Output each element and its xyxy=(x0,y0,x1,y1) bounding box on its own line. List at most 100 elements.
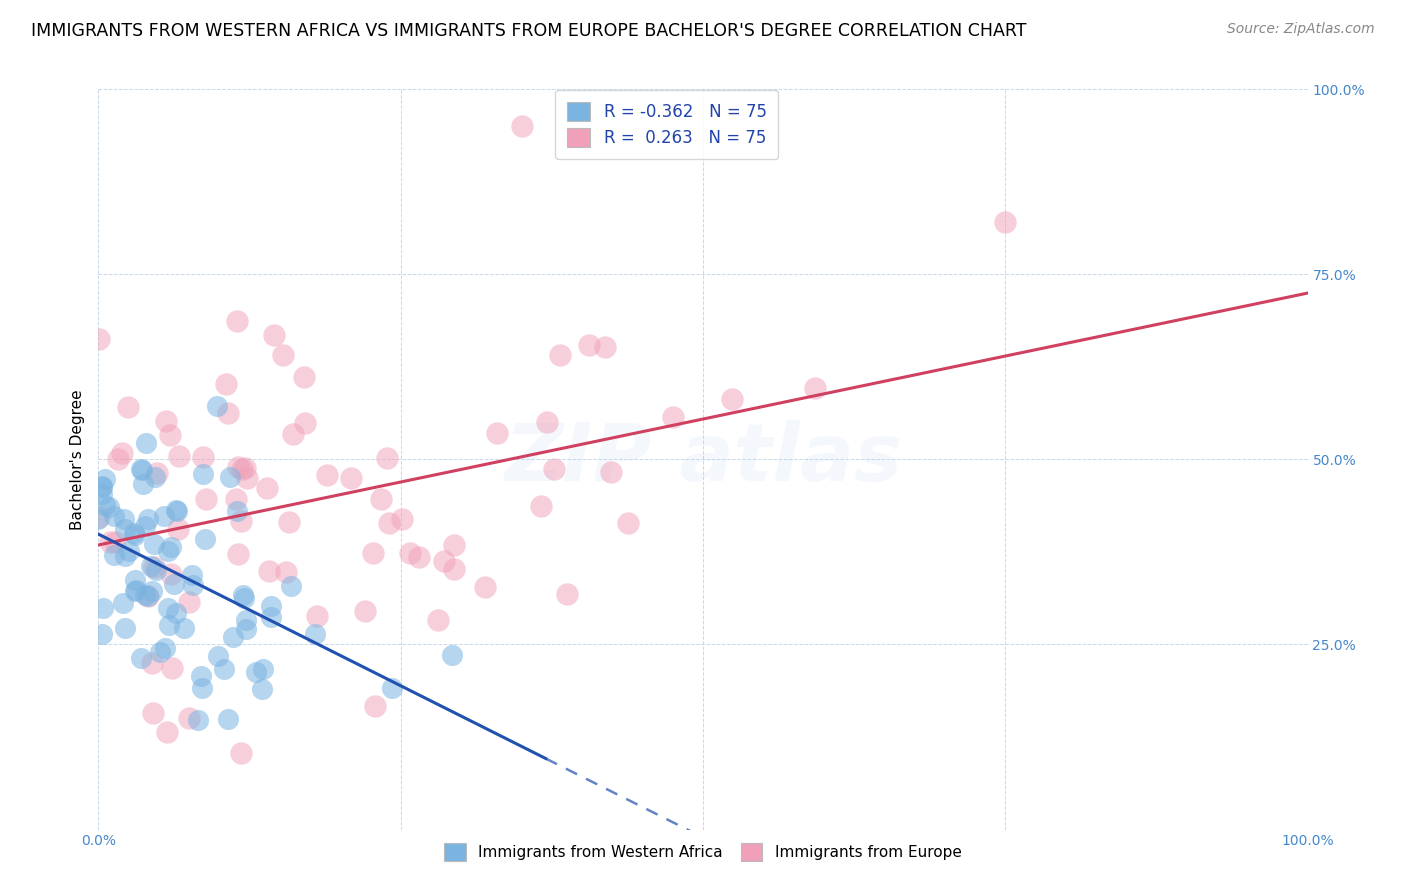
Point xyxy=(103,509,125,524)
Point xyxy=(145,563,167,577)
Point xyxy=(474,580,496,594)
Point xyxy=(443,562,465,576)
Point xyxy=(89,332,111,346)
Point xyxy=(122,526,145,541)
Point xyxy=(226,548,249,562)
Point xyxy=(118,543,141,558)
Point xyxy=(167,450,190,464)
Point xyxy=(87,510,110,524)
Point xyxy=(136,589,159,603)
Y-axis label: Bachelor's Degree: Bachelor's Degree xyxy=(70,389,86,530)
Point xyxy=(217,712,239,726)
Point xyxy=(578,337,600,351)
Point xyxy=(142,537,165,551)
Point xyxy=(131,462,153,476)
Point xyxy=(155,641,177,656)
Point xyxy=(214,377,236,392)
Point xyxy=(124,573,146,587)
Point xyxy=(193,532,215,546)
Point xyxy=(212,662,235,676)
Point xyxy=(245,665,267,679)
Point xyxy=(316,467,339,482)
Point xyxy=(377,516,399,530)
Point xyxy=(231,746,253,760)
Point xyxy=(225,504,247,518)
Point xyxy=(225,491,247,506)
Point xyxy=(278,515,301,529)
Point xyxy=(143,560,166,574)
Point xyxy=(231,462,253,476)
Point xyxy=(156,724,179,739)
Point xyxy=(235,622,257,636)
Point xyxy=(163,576,186,591)
Point xyxy=(530,500,553,514)
Point xyxy=(235,471,257,485)
Point xyxy=(141,656,163,670)
Point xyxy=(232,588,254,602)
Point xyxy=(98,534,121,549)
Point xyxy=(93,472,115,486)
Point xyxy=(661,410,683,425)
Point xyxy=(229,514,252,528)
Point xyxy=(391,512,413,526)
Point xyxy=(307,609,329,624)
Point xyxy=(124,584,146,599)
Point xyxy=(87,511,110,525)
Point xyxy=(181,568,204,582)
Point xyxy=(205,399,228,413)
Point xyxy=(381,681,404,695)
Point xyxy=(593,340,616,354)
Point xyxy=(103,548,125,562)
Point xyxy=(283,426,305,441)
Point xyxy=(90,627,112,641)
Point xyxy=(112,596,135,610)
Point xyxy=(340,471,363,485)
Point xyxy=(433,554,456,568)
Point xyxy=(361,546,384,560)
Point xyxy=(91,600,114,615)
Point xyxy=(222,630,245,644)
Point xyxy=(804,381,827,395)
Point xyxy=(193,467,215,481)
Point xyxy=(167,522,190,536)
Point xyxy=(157,618,180,632)
Point xyxy=(132,476,155,491)
Point xyxy=(160,566,183,581)
Text: ZIP atlas: ZIP atlas xyxy=(503,420,903,499)
Point xyxy=(191,450,214,464)
Text: IMMIGRANTS FROM WESTERN AFRICA VS IMMIGRANTS FROM EUROPE BACHELOR'S DEGREE CORRE: IMMIGRANTS FROM WESTERN AFRICA VS IMMIGR… xyxy=(31,22,1026,40)
Point xyxy=(548,348,571,362)
Point xyxy=(114,620,136,634)
Point xyxy=(131,462,153,476)
Point xyxy=(153,508,176,523)
Point xyxy=(280,579,302,593)
Point xyxy=(91,478,114,492)
Point xyxy=(117,400,139,414)
Point xyxy=(207,648,229,663)
Point xyxy=(98,500,121,514)
Text: Source: ZipAtlas.com: Source: ZipAtlas.com xyxy=(1227,22,1375,37)
Point xyxy=(233,591,256,605)
Point xyxy=(235,613,257,627)
Point xyxy=(114,549,136,563)
Point xyxy=(510,119,533,133)
Point xyxy=(134,588,156,602)
Point xyxy=(721,392,744,406)
Point xyxy=(256,481,278,495)
Point xyxy=(536,415,558,429)
Point xyxy=(274,566,297,580)
Point xyxy=(441,648,464,663)
Point xyxy=(354,604,377,618)
Point xyxy=(294,416,316,430)
Point xyxy=(129,650,152,665)
Point xyxy=(600,465,623,479)
Point xyxy=(485,425,508,440)
Point xyxy=(226,460,249,475)
Point xyxy=(259,599,281,614)
Point xyxy=(226,314,249,328)
Point xyxy=(543,461,565,475)
Point xyxy=(134,519,156,533)
Point xyxy=(364,698,387,713)
Point xyxy=(159,428,181,442)
Point xyxy=(141,558,163,573)
